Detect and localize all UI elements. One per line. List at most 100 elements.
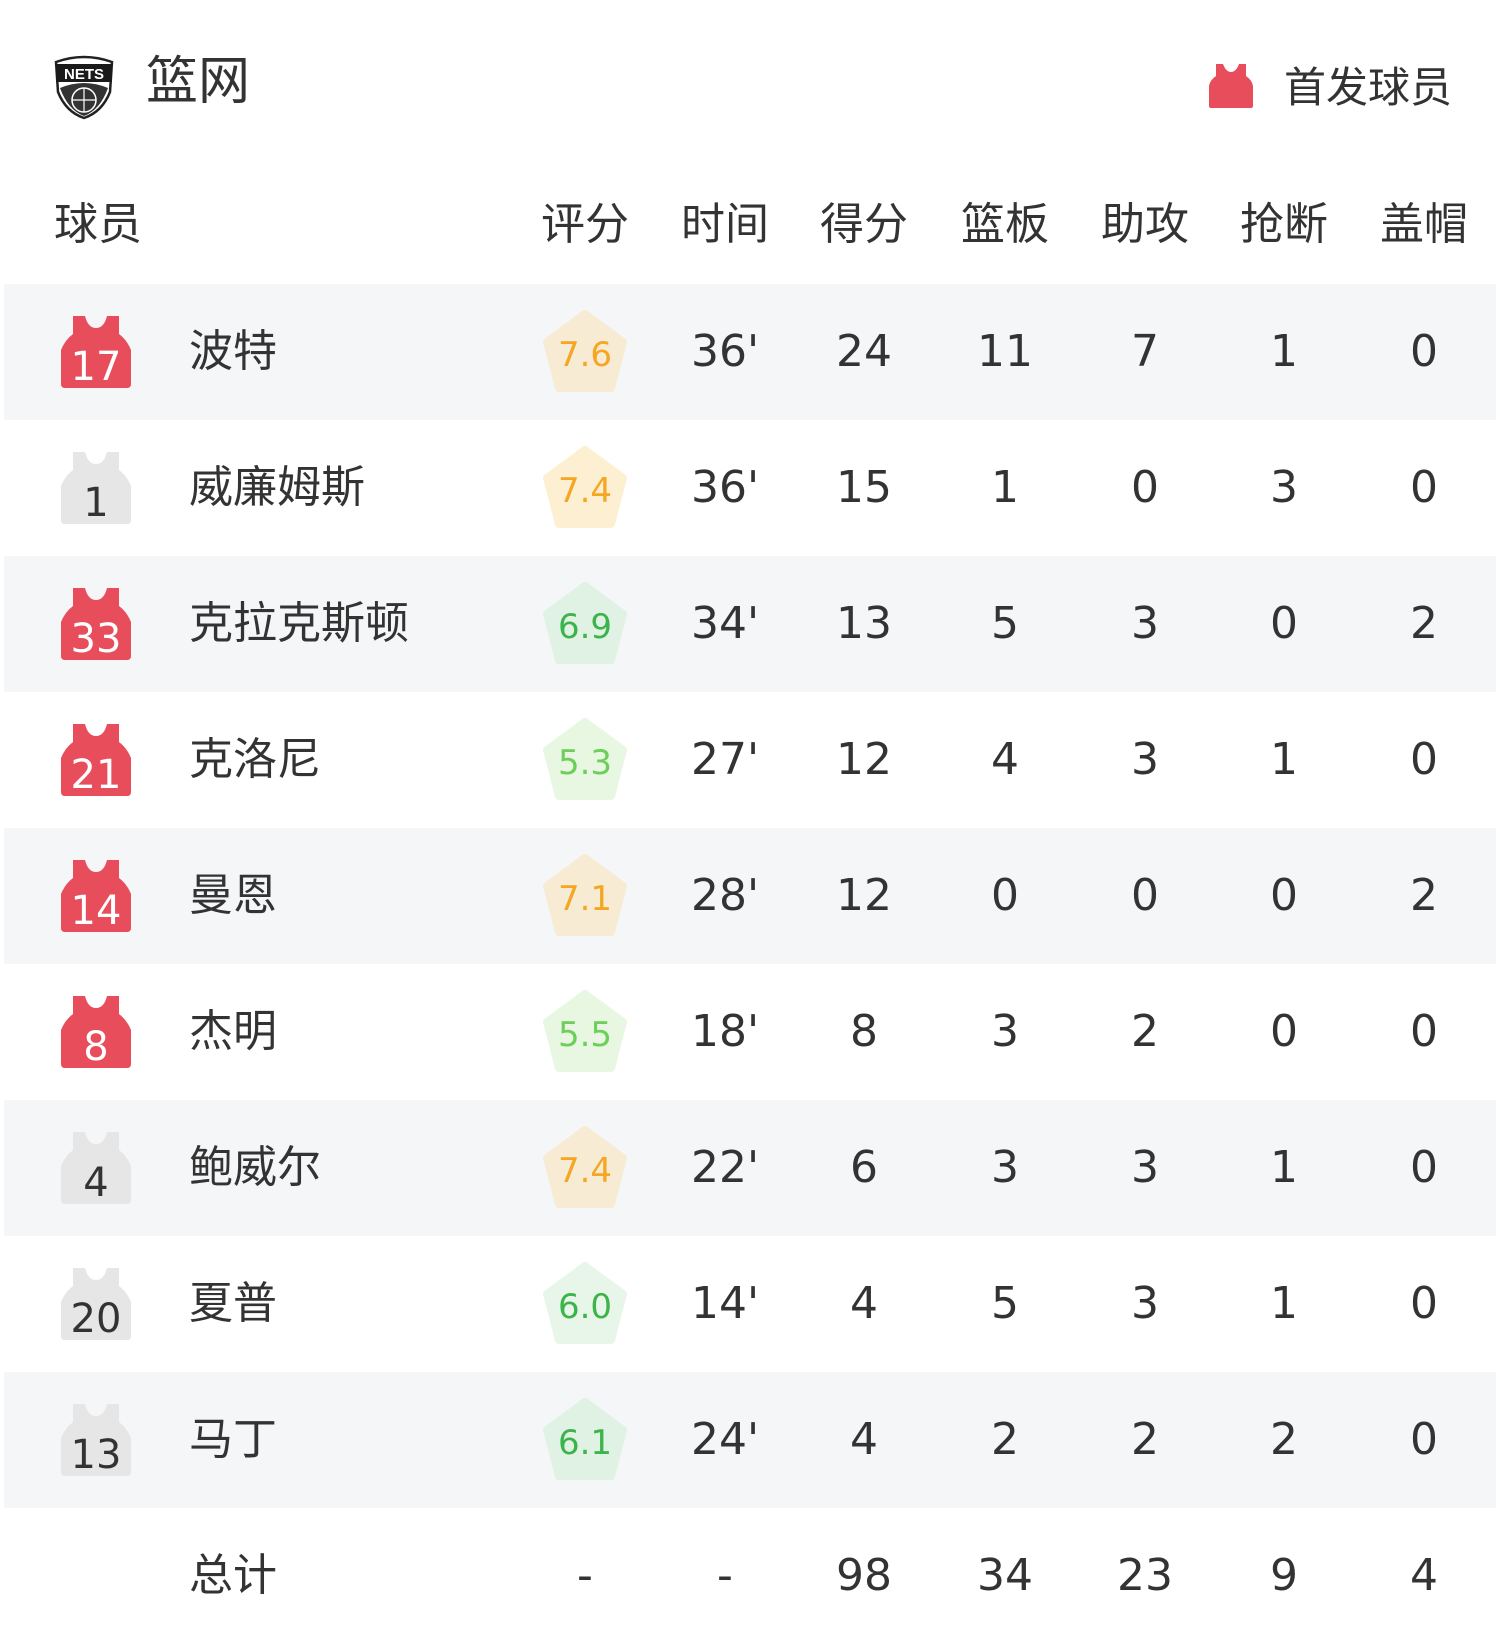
- player-row[interactable]: 4 鲍威尔 7.4 22' 6 3 3 1 0: [4, 1100, 1496, 1236]
- player-name[interactable]: 克拉克斯顿: [189, 598, 409, 649]
- player-row[interactable]: 17 波特 7.6 36' 24 11 7 1 0: [4, 284, 1496, 420]
- blocks-cell: 0: [1410, 1278, 1438, 1329]
- totals-label: 总计: [189, 1550, 277, 1601]
- player-name[interactable]: 克洛尼: [189, 734, 321, 785]
- time-cell: 24': [690, 1414, 760, 1465]
- totals-points: 98: [836, 1550, 892, 1601]
- assists-cell: 2: [1131, 1006, 1159, 1057]
- rating-badge: 5.3: [543, 718, 627, 802]
- player-row[interactable]: 1 威廉姆斯 7.4 36' 15 1 0 3 0: [4, 420, 1496, 556]
- points-cell: 12: [836, 870, 892, 921]
- jersey-icon: 8: [61, 996, 131, 1070]
- rebounds-cell: 2: [991, 1414, 1019, 1465]
- jersey-icon: 4: [61, 1132, 131, 1206]
- totals-steals: 9: [1270, 1550, 1298, 1601]
- rating-value: 7.6: [557, 335, 613, 375]
- col-assists[interactable]: 助攻: [1101, 199, 1189, 250]
- player-name[interactable]: 鲍威尔: [189, 1142, 321, 1193]
- rating-value: 5.3: [557, 743, 613, 783]
- time-cell: 28': [690, 870, 760, 921]
- col-time[interactable]: 时间: [681, 199, 769, 250]
- steals-cell: 0: [1270, 598, 1298, 649]
- jersey-number: 14: [70, 888, 122, 934]
- steals-cell: 0: [1270, 870, 1298, 921]
- assists-cell: 7: [1131, 326, 1159, 377]
- svg-text:NETS: NETS: [64, 66, 104, 83]
- points-cell: 8: [850, 1006, 878, 1057]
- time-cell: 36': [690, 462, 760, 513]
- assists-cell: 3: [1131, 598, 1159, 649]
- rating-badge: 6.9: [543, 582, 627, 666]
- jersey-icon: 13: [61, 1404, 131, 1478]
- col-rating[interactable]: 评分: [541, 199, 629, 250]
- col-player: 球员: [54, 199, 142, 250]
- assists-cell: 0: [1131, 462, 1159, 513]
- jersey-number: 8: [83, 1024, 109, 1070]
- player-name[interactable]: 波特: [189, 326, 277, 377]
- time-cell: 18': [690, 1006, 760, 1057]
- points-cell: 6: [850, 1142, 878, 1193]
- points-cell: 4: [850, 1414, 878, 1465]
- blocks-cell: 0: [1410, 462, 1438, 513]
- rating-badge: 7.6: [543, 310, 627, 394]
- jersey-number: 4: [83, 1160, 109, 1206]
- rebounds-cell: 3: [991, 1142, 1019, 1193]
- col-steals[interactable]: 抢断: [1240, 199, 1328, 250]
- steals-cell: 1: [1270, 1142, 1298, 1193]
- nets-logo: NETS: [54, 55, 114, 120]
- rating-badge: 6.1: [543, 1398, 627, 1482]
- player-name[interactable]: 威廉姆斯: [189, 462, 365, 513]
- blocks-cell: 0: [1410, 326, 1438, 377]
- steals-cell: 1: [1270, 1278, 1298, 1329]
- totals-assists: 23: [1117, 1550, 1173, 1601]
- time-cell: 14': [690, 1278, 760, 1329]
- rating-badge: 7.4: [543, 1126, 627, 1210]
- player-row[interactable]: 14 曼恩 7.1 28' 12 0 0 0 2: [4, 828, 1496, 964]
- assists-cell: 3: [1131, 734, 1159, 785]
- rating-value: 6.9: [557, 607, 613, 647]
- col-blocks[interactable]: 盖帽: [1380, 199, 1468, 250]
- rating-value: 7.4: [557, 1151, 613, 1191]
- steals-cell: 1: [1270, 326, 1298, 377]
- player-row[interactable]: 20 夏普 6.0 14' 4 5 3 1 0: [4, 1236, 1496, 1372]
- jersey-icon: 20: [61, 1268, 131, 1342]
- points-cell: 24: [836, 326, 892, 377]
- rebounds-cell: 0: [991, 870, 1019, 921]
- assists-cell: 0: [1131, 870, 1159, 921]
- blocks-cell: 0: [1410, 1142, 1438, 1193]
- rebounds-cell: 11: [977, 326, 1033, 377]
- team-name: 篮网: [146, 52, 251, 112]
- blocks-cell: 0: [1410, 734, 1438, 785]
- player-name[interactable]: 马丁: [189, 1414, 277, 1465]
- jersey-icon: 21: [61, 724, 131, 798]
- jersey-number: 20: [70, 1296, 122, 1342]
- points-cell: 12: [836, 734, 892, 785]
- points-cell: 15: [836, 462, 892, 513]
- jersey-icon: 33: [61, 588, 131, 662]
- player-row[interactable]: 13 马丁 6.1 24' 4 2 2 2 0: [4, 1372, 1496, 1508]
- legend-label: 首发球员: [1283, 63, 1452, 112]
- player-row[interactable]: 21 克洛尼 5.3 27' 12 4 3 1 0: [4, 692, 1496, 828]
- rating-value: 7.4: [557, 471, 613, 511]
- column-headers: 球员 评分 时间 得分 篮板 助攻 抢断 盖帽: [0, 190, 1500, 260]
- player-row[interactable]: 8 杰明 5.5 18' 8 3 2 0 0: [4, 964, 1496, 1100]
- steals-cell: 0: [1270, 1006, 1298, 1057]
- jersey-number: 13: [70, 1432, 122, 1478]
- col-points[interactable]: 得分: [820, 199, 908, 250]
- totals-rebounds: 34: [977, 1550, 1033, 1601]
- jersey-icon: 17: [61, 316, 131, 390]
- blocks-cell: 0: [1410, 1414, 1438, 1465]
- team-header: NETS 篮网 首发球员: [0, 0, 1500, 170]
- totals-blocks: 4: [1410, 1550, 1438, 1601]
- rebounds-cell: 5: [991, 598, 1019, 649]
- player-name[interactable]: 杰明: [189, 1006, 277, 1057]
- player-name[interactable]: 夏普: [189, 1278, 277, 1329]
- jersey-icon: [1208, 63, 1253, 108]
- player-row[interactable]: 33 克拉克斯顿 6.9 34' 13 5 3 0 2: [4, 556, 1496, 692]
- jersey-number: 33: [70, 616, 122, 662]
- rating-badge: 5.5: [543, 990, 627, 1074]
- player-name[interactable]: 曼恩: [189, 870, 277, 921]
- assists-cell: 3: [1131, 1278, 1159, 1329]
- col-rebounds[interactable]: 篮板: [961, 199, 1049, 250]
